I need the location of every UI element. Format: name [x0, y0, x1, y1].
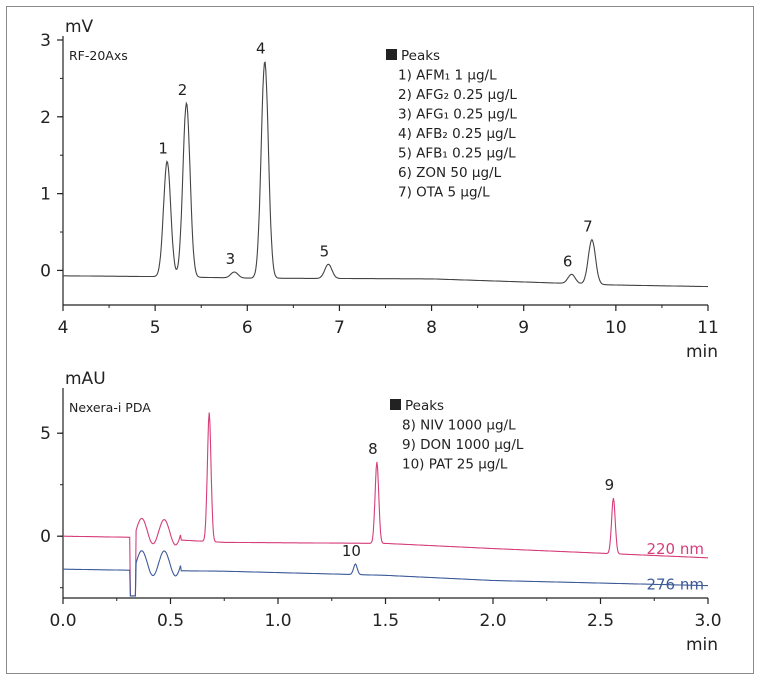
x-tick-label: 2.5: [587, 611, 614, 631]
series-line: [63, 550, 708, 597]
series-name-label: 220 nm: [646, 540, 704, 558]
figure-frame: [6, 6, 754, 674]
legend-entry: 6) ZON 50 µg/L: [398, 165, 502, 181]
x-axis-unit: min: [686, 635, 718, 655]
legend-entry: 9) DON 1000 µg/L: [402, 437, 524, 453]
x-tick-label: 3.0: [694, 611, 721, 631]
x-tick-label: 7: [334, 318, 345, 338]
peak-label: 7: [583, 218, 593, 236]
legend-entry: 8) NIV 1000 µg/L: [402, 418, 516, 434]
y-axis-unit: mV: [65, 17, 94, 37]
legend-entry: 4) AFB₂ 0.25 µg/L: [398, 126, 516, 142]
legend-title: Peaks: [401, 48, 440, 64]
peak-label: 9: [605, 476, 615, 494]
x-tick-label: 0.0: [49, 611, 76, 631]
x-tick-label: 10: [605, 318, 627, 338]
peak-label: 6: [563, 252, 573, 270]
y-tick-label: 0: [40, 527, 51, 547]
x-tick-label: 9: [518, 318, 529, 338]
legend-entry: 1) AFM₁ 1 µg/L: [398, 68, 497, 84]
bottom-chromatogram: 0.0 0.5 1.0 1.5 2.0 2.5 3.0 0 5 mAU min Nexera-i PD…: [40, 369, 721, 655]
x-tick-label: 1.5: [372, 611, 399, 631]
y-tick-label: 0: [40, 261, 51, 281]
peak-label: 3: [226, 250, 236, 268]
legend-entry: 5) AFB₁ 0.25 µg/L: [398, 146, 516, 162]
x-tick-label: 6: [242, 318, 253, 338]
y-axis-unit: mAU: [65, 369, 106, 389]
y-tick-label: 5: [40, 424, 51, 444]
x-tick-label: 4: [58, 318, 69, 338]
legend-entry: 3) AFG₁ 0.25 µg/L: [398, 107, 517, 123]
peak-label: 8: [368, 440, 378, 458]
instrument-label: Nexera-i PDA: [69, 400, 151, 415]
x-axis-unit: min: [686, 342, 718, 362]
y-tick-label: 2: [40, 108, 51, 128]
peak-label: 2: [178, 81, 188, 99]
legend-marker: [390, 399, 401, 410]
x-tick-label: 2.0: [479, 611, 506, 631]
y-tick-label: 3: [40, 31, 51, 51]
legend-entry: 7) OTA 5 µg/L: [398, 185, 490, 201]
legend-title: Peaks: [405, 398, 444, 414]
x-tick-label: 5: [150, 318, 161, 338]
x-tick-label: 1.0: [264, 611, 291, 631]
peak-label: 10: [342, 542, 361, 560]
series-line: [63, 412, 708, 597]
x-tick-label: 8: [426, 318, 437, 338]
y-tick-label: 1: [40, 185, 51, 205]
series-name-label: 276 nm: [646, 576, 704, 594]
x-tick-label: 11: [697, 318, 719, 338]
peak-label: 1: [158, 139, 168, 157]
legend-marker: [386, 49, 397, 60]
peak-label: 5: [320, 242, 330, 260]
legend-entry: 10) PAT 25 µg/L: [402, 457, 508, 473]
x-tick-label: 0.5: [157, 611, 184, 631]
series-line: [63, 61, 708, 288]
legend-entry: 2) AFG₂ 0.25 µg/L: [398, 87, 517, 103]
instrument-label: RF-20Axs: [69, 48, 128, 63]
peak-label: 4: [256, 40, 266, 58]
